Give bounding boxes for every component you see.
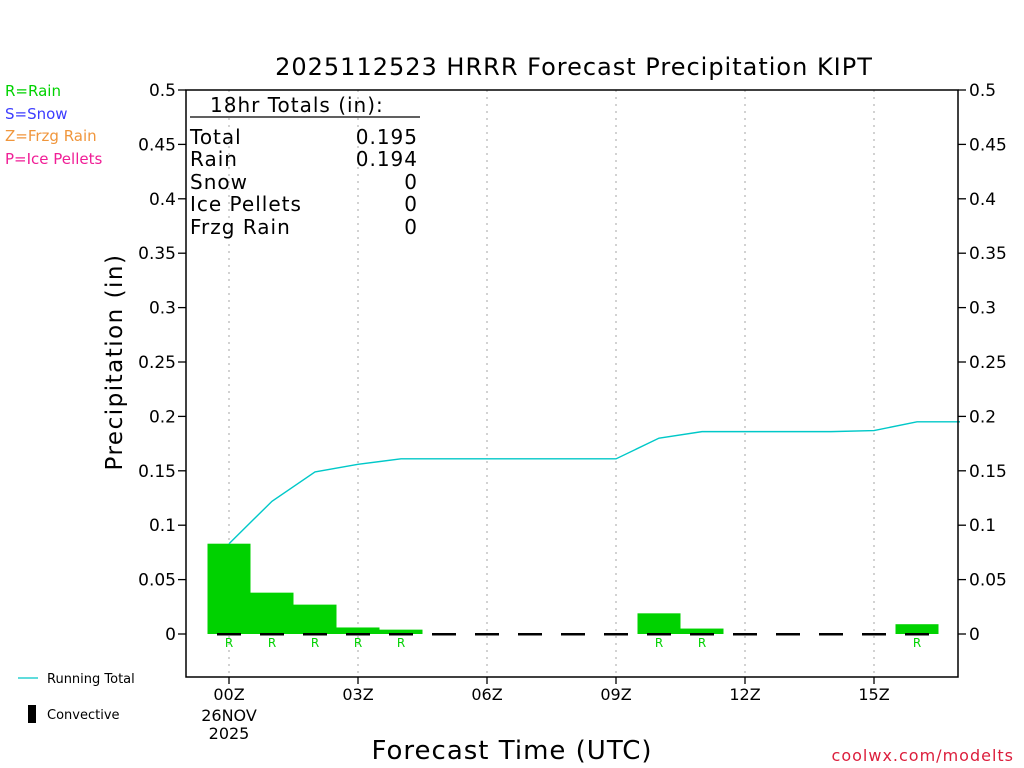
convective-mark-6 (475, 633, 499, 636)
type-label-4: R (397, 636, 405, 650)
legend-rain: R=Rain (5, 82, 61, 100)
totals-label-ice-pellets: Ice Pellets (190, 192, 302, 216)
type-label-16: R (913, 636, 921, 650)
convective-mark-10 (647, 633, 671, 636)
totals-label-rain: Rain (190, 147, 238, 171)
grid-lines (228, 90, 875, 677)
convective-mark-2 (303, 633, 327, 636)
y-tick-label-right-3: 0.15 (969, 462, 1007, 482)
running-total-legend-label: Running Total (47, 672, 135, 687)
totals-value-ice-pellets: 0 (404, 192, 418, 216)
convective-legend-label: Convective (47, 708, 120, 723)
totals-value-total: 0.195 (356, 125, 418, 149)
precip-bar-4 (379, 629, 423, 634)
y-tick-label-left-1: 0.05 (138, 571, 176, 591)
precip-bar-2 (293, 604, 337, 634)
y-tick-label-left-4: 0.2 (149, 407, 176, 427)
y-axis-label: Precipitation (in) (102, 254, 128, 471)
type-label-3: R (354, 636, 362, 650)
precip-bar-16 (895, 624, 939, 634)
precip-bars (207, 543, 939, 634)
totals-heading: 18hr Totals (in): (210, 93, 384, 117)
y-tick-label-right-5: 0.25 (969, 353, 1007, 373)
legend-ice-pellets: P=Ice Pellets (5, 150, 102, 168)
date-label-year: 2025 (209, 724, 250, 743)
totals-value-rain: 0.194 (356, 147, 418, 171)
legend-snow: S=Snow (5, 105, 68, 123)
x-tick-label-03Z: 03Z (342, 685, 373, 704)
convective-marks (217, 633, 929, 636)
y-tick-label-left-6: 0.3 (149, 299, 176, 319)
y-tick-label-right-10: 0.5 (969, 81, 996, 101)
running-total-line (228, 421, 960, 545)
legend-frzg-rain: Z=Frzg Rain (5, 127, 97, 145)
precip-type-legend: R=Rain S=Snow Z=Frzg Rain P=Ice Pellets (5, 82, 102, 168)
totals-value-snow: 0 (404, 170, 418, 194)
y-tick-label-right-2: 0.1 (969, 516, 996, 536)
type-label-0: R (225, 636, 233, 650)
chart-title: 2025112523 HRRR Forecast Precipitation K… (275, 53, 873, 81)
totals-value-frzg-rain: 0 (404, 215, 418, 239)
convective-mark-15 (862, 633, 886, 636)
y-tick-label-left-5: 0.25 (138, 353, 176, 373)
x-axis-label: Forecast Time (UTC) (371, 736, 652, 766)
y-tick-label-left-9: 0.45 (138, 135, 176, 155)
series-legend: Running Total Convective (18, 672, 135, 723)
y-tick-label-right-1: 0.05 (969, 571, 1007, 591)
convective-mark-3 (346, 633, 370, 636)
x-axis-ticks: 00Z 03Z 06Z 09Z 12Z 15Z (213, 677, 890, 704)
convective-mark-11 (690, 633, 714, 636)
y-axis-ticks: 0 00.05 0.050.1 0.10.15 0.150.2 0.20.25 0.250.… (138, 81, 1007, 645)
x-tick-label-09Z: 09Z (600, 685, 631, 704)
y-tick-label-right-9: 0.45 (969, 135, 1007, 155)
running-total-series (228, 421, 960, 545)
x-tick-label-12Z: 12Z (729, 685, 760, 704)
y-tick-label-left-0: 0 (165, 625, 176, 645)
plot-frame (185, 89, 959, 678)
y-tick-label-right-8: 0.4 (969, 190, 996, 210)
type-label-2: R (311, 636, 319, 650)
precip-bar-3 (336, 627, 380, 634)
precip-bar-1 (250, 592, 294, 634)
type-label-11: R (698, 636, 706, 650)
type-label-10: R (655, 636, 663, 650)
convective-mark-16 (905, 633, 929, 636)
x-tick-label-15Z: 15Z (858, 685, 889, 704)
totals-label-total: Total (189, 125, 242, 149)
convective-mark-12 (733, 633, 757, 636)
totals-label-frzg-rain: Frzg Rain (190, 215, 291, 239)
y-tick-label-left-2: 0.1 (149, 516, 176, 536)
convective-mark-7 (518, 633, 542, 636)
convective-mark-5 (432, 633, 456, 636)
precip-bar-11 (680, 628, 724, 634)
convective-mark-0 (217, 633, 241, 636)
precip-bar-10 (637, 613, 681, 634)
convective-mark-13 (776, 633, 800, 636)
y-tick-label-right-7: 0.35 (969, 244, 1007, 264)
totals-label-snow: Snow (190, 170, 248, 194)
y-tick-label-right-6: 0.3 (969, 299, 996, 319)
credit-link[interactable]: coolwx.com/modelts (832, 746, 1014, 765)
y-tick-label-left-3: 0.15 (138, 462, 176, 482)
x-tick-label-06Z: 06Z (471, 685, 502, 704)
y-tick-label-left-8: 0.4 (149, 190, 176, 210)
precip-bar-0 (207, 543, 251, 634)
x-tick-label-00Z: 00Z (213, 685, 244, 704)
y-tick-label-right-4: 0.2 (969, 407, 996, 427)
convective-mark-14 (819, 633, 843, 636)
convective-mark-9 (604, 633, 628, 636)
type-label-1: R (268, 636, 276, 650)
y-tick-label-left-10: 0.5 (149, 81, 176, 101)
date-label-day: 26NOV (201, 706, 257, 725)
convective-mark-1 (260, 633, 284, 636)
convective-mark-8 (561, 633, 585, 636)
convective-mark-4 (389, 633, 413, 636)
y-tick-label-right-0: 0 (969, 625, 980, 645)
y-tick-label-left-7: 0.35 (138, 244, 176, 264)
totals-box: 18hr Totals (in): Total 0.195 Rain 0.194… (189, 93, 420, 239)
convective-legend-swatch (28, 705, 36, 723)
